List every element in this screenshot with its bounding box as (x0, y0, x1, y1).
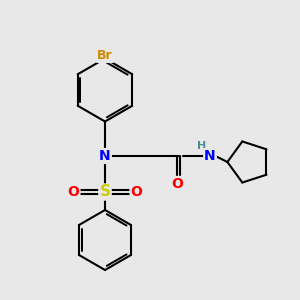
Text: Br: Br (97, 49, 113, 62)
Text: O: O (130, 185, 142, 199)
Text: O: O (172, 177, 184, 191)
Text: O: O (68, 185, 80, 199)
Text: N: N (204, 149, 216, 163)
Text: H: H (197, 141, 206, 151)
Text: N: N (99, 149, 111, 163)
Text: S: S (100, 184, 110, 200)
